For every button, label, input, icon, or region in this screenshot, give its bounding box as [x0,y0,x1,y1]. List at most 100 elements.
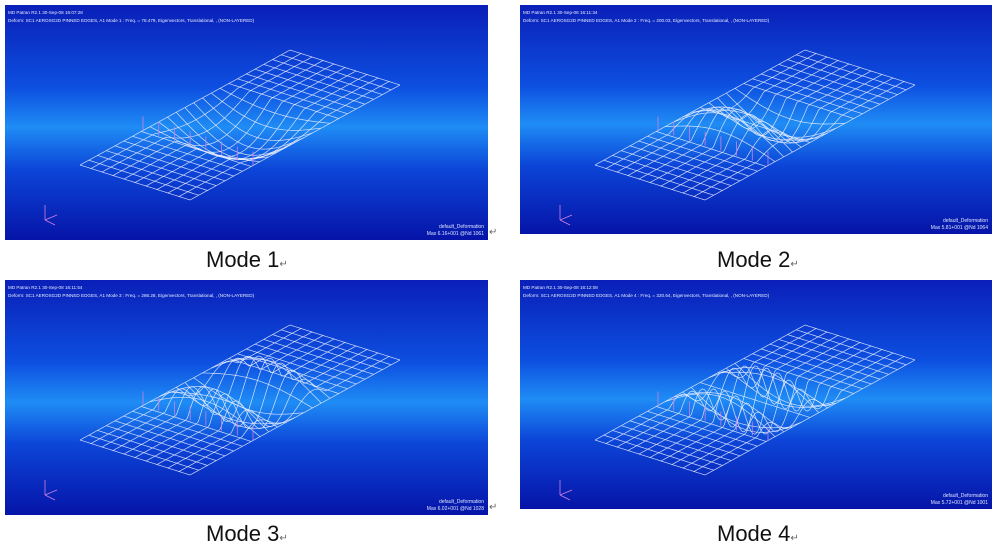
mode-3-image: MD Patran R2.1 30-Sep-08 16:11:54 Deform:… [5,280,488,515]
mesh-line-short [699,382,811,418]
header-line: Deform: SC1 AEROSG2D PINNED EDGES, A1 Mo… [523,293,770,298]
return-mark: ↵ [790,259,799,270]
mesh-line-short [761,348,872,385]
mesh-line-short [123,140,234,177]
mesh-line-short [193,102,304,150]
mesh-line-short [734,363,846,407]
image-header: MD Patran R2.1 30-Sep-08 16:12:08 Deform:… [523,284,769,300]
mesh-line-short [141,406,252,442]
caption-text: Mode 3 [206,521,280,546]
mesh-line-long [167,352,379,469]
mesh-line-short [79,439,191,476]
mesh-line-short [647,410,758,447]
mesh-line-short [114,420,226,457]
mesh-line-short [621,150,732,186]
footer-line: Max 6.16+001 @Nd 1061 [426,231,484,237]
mesh-line-short [167,391,278,428]
mesh-line-short [219,358,331,399]
mesh-line-short [787,59,898,95]
mesh-line-short [656,406,767,442]
mesh-line-short [629,145,741,182]
axis-triad-icon [559,489,573,496]
caption-mode-1: Mode 1↵ [206,247,288,273]
mesh-line-short [638,415,749,452]
mode-2-image: MD Patran R2.1 30-Sep-08 16:11:34 Deform:… [520,5,992,234]
mesh-line-long [134,67,346,183]
header-line: Deform: SC1 AEROSG2D PINNED EDGES, A1 Mo… [8,293,255,298]
mesh-line-short [717,371,828,409]
mesh-line-short [281,54,392,91]
mesh-line-short [796,329,907,366]
image-header: MD Patran R2.1 30-Sep-08 16:11:34 Deform:… [523,9,769,25]
mesh-line-short [612,430,723,466]
mesh-line-short [97,430,208,466]
caption-mode-3: Mode 3↵ [206,521,288,547]
mesh-line-long [156,349,368,465]
mesh-line-short [228,358,339,394]
wireframe-mesh [44,324,401,501]
mesh-line-short [743,83,854,119]
mesh-line-short [664,393,776,437]
mesh-line-short [106,150,217,186]
mesh-line-short [289,49,401,86]
mesh-line-short [272,334,383,370]
mesh-line-long [167,77,379,194]
header-line: MD Patran R2.1 30-Sep-08 16:07:28 [8,10,83,15]
mesh-line-short [219,88,331,124]
mesh-line-short [752,78,863,115]
mesh-line-short [603,434,714,471]
mesh-line-short [202,372,313,409]
mesh-line-short [132,135,243,172]
mesh-line-short [88,434,199,471]
axis-triad-icon [44,494,56,501]
footer-line: default_Deformation [942,218,988,224]
mesh-line-short [752,353,863,390]
mesh-line-short [254,68,366,105]
mesh-line-short [237,78,348,115]
mesh-line-short [726,92,837,138]
footer-line: Max 5.81+001 @Nd 1064 [930,225,988,231]
mesh-line-short [263,64,374,100]
mesh-line-short [211,92,322,131]
mesh-line-short [176,387,287,425]
footer-line: Max 6.02+001 @Nd 1028 [426,506,484,512]
mesh-line-short [193,377,304,415]
caption-text: Mode 1 [206,247,280,272]
mesh-line-short [228,83,339,119]
mesh-line-short [158,386,270,433]
mesh-line-short [281,329,392,366]
image-header: MD Patran R2.1 30-Sep-08 16:11:54 Deform:… [8,284,254,300]
mesh-line-short [717,97,828,144]
mesh-line-short [612,155,723,191]
mesh-line-short [603,159,714,196]
mesh-line-short [708,102,819,141]
image-footer: default_Deformation Max 6.02+001 @Nd 1028 [427,499,484,513]
header-line: Deform: SC1 AEROSG2D PINNED EDGES, A1 Mo… [523,18,770,23]
mesh-line-short [254,343,366,380]
mesh-line-short [237,353,348,390]
mesh-line-short [769,68,881,105]
mesh-line-short [778,64,889,100]
mesh-line-short [114,145,226,182]
mesh-line-short [734,88,846,125]
mesh-line-short [673,112,784,158]
mesh-line-long [112,60,324,176]
header-line: Deform: SC1 AEROSG2D PINNED EDGES, A1 Mo… [8,18,255,23]
mesh-line-short [664,125,776,162]
mesh-line-short [246,73,357,110]
image-footer: default_Deformation Max 5.81+001 @Nd 1064 [931,218,988,232]
header-line: MD Patran R2.1 30-Sep-08 16:12:08 [523,285,598,290]
mesh-line-long [178,81,390,197]
mesh-line-short [804,324,916,361]
image-header: MD Patran R2.1 30-Sep-08 16:07:28 Deform:… [8,9,254,25]
mesh-line-short [690,387,802,433]
mesh-line-short [682,391,793,429]
image-footer: default_Deformation Max 5.72+001 @Nd 1001 [931,493,988,507]
caption-text: Mode 4 [717,521,791,546]
footer-line: default_Deformation [438,499,484,505]
mesh-line-short [289,324,401,361]
return-mark: ↵ [489,502,498,513]
mesh-line-short [594,439,706,476]
mesh-line-short [97,155,208,191]
mesh-line-short [629,420,741,457]
